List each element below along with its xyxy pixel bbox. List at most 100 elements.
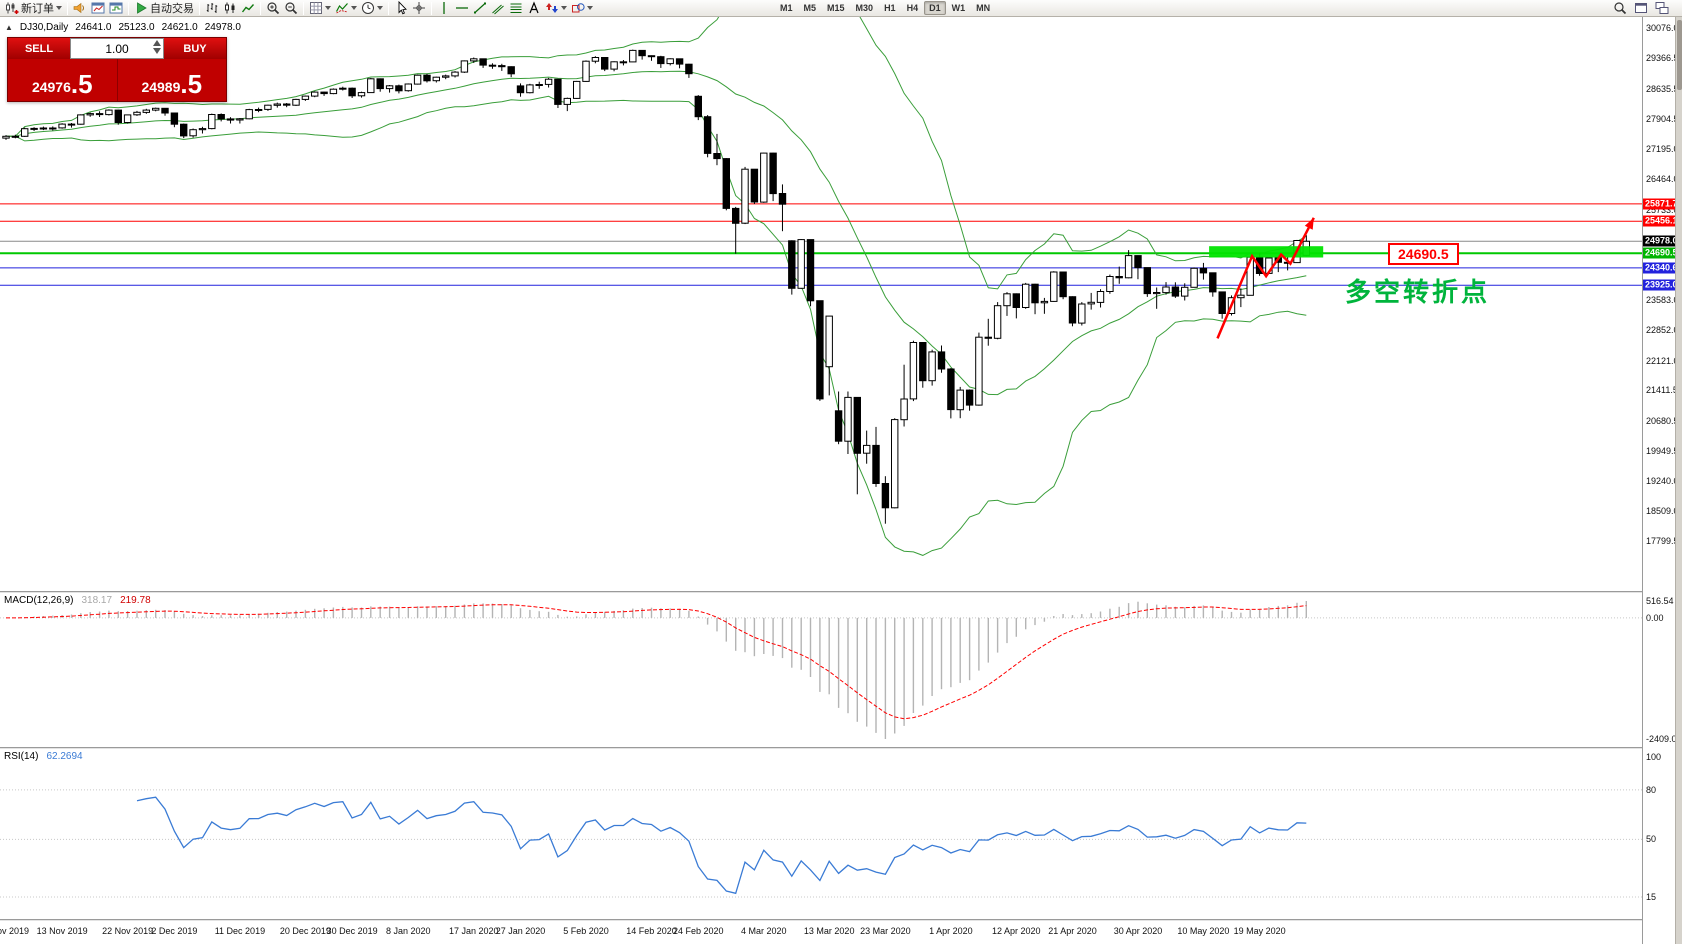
chevron-down-icon <box>56 6 62 10</box>
hline-button[interactable] <box>453 0 471 16</box>
alerts-button[interactable] <box>71 0 89 16</box>
new-window-button[interactable] <box>1632 0 1650 16</box>
timeframe-m1-button[interactable]: M1 <box>780 3 793 13</box>
spin-down-icon[interactable] <box>153 48 161 54</box>
vline-icon <box>437 1 451 15</box>
periods-button[interactable] <box>359 0 385 16</box>
bars-chart-button[interactable] <box>203 0 221 16</box>
trendline-icon <box>473 1 487 15</box>
chart-window-2-button[interactable] <box>107 0 125 16</box>
crosshair-button[interactable] <box>410 0 428 16</box>
collapse-panel-icon[interactable]: ▲ <box>5 23 13 32</box>
price-chart-canvas[interactable] <box>0 17 1642 591</box>
price-axis-label: 30076.0 <box>1646 23 1679 34</box>
scrollbar-thumb[interactable] <box>1677 20 1682 90</box>
date-label: 8 Jan 2020 <box>386 926 431 936</box>
sell-button[interactable]: SELL <box>8 38 70 59</box>
zoom-in-button[interactable] <box>264 0 282 16</box>
rsi-label: RSI(14) 62.2694 <box>4 751 83 762</box>
line-chart-button[interactable] <box>239 0 257 16</box>
cursor-button[interactable] <box>392 0 410 16</box>
sell-price-int: 24976 <box>31 79 71 95</box>
timeframe-mn-button[interactable]: MN <box>976 3 991 13</box>
price-tag: 24978.0 <box>1643 235 1678 247</box>
price-axis-label: 22852.0 <box>1646 325 1679 335</box>
date-label: 4 Mar 2020 <box>741 926 787 936</box>
timeframe-m5-button[interactable]: M5 <box>803 3 817 13</box>
zoom-out-button[interactable] <box>282 0 300 16</box>
buy-button[interactable]: BUY <box>164 38 226 59</box>
date-label: 12 Apr 2020 <box>992 926 1041 936</box>
shapes-icon <box>571 1 585 15</box>
volume-spinner[interactable] <box>153 40 161 54</box>
indicators-button[interactable] <box>333 0 359 16</box>
price-axis[interactable]: 30076.0 29366.5 28635.5 27904.5 27195.0 26464… <box>1642 17 1682 944</box>
volume-field[interactable]: 1.00 <box>70 38 164 59</box>
price-tag: 23925.0 <box>1643 279 1678 291</box>
grid-button[interactable] <box>307 0 333 16</box>
macd-name: MACD(12,26,9) <box>4 595 74 606</box>
timeframe-m30-button[interactable]: M30 <box>855 3 874 13</box>
search-icon <box>1613 1 1627 15</box>
price-tag: 25871.7 <box>1643 198 1678 210</box>
window-list-button[interactable] <box>1653 0 1671 16</box>
text-tool-button[interactable] <box>525 0 543 16</box>
annotation-text-note[interactable]: 多空转折点 <box>1345 277 1491 307</box>
date-label: 11 Dec 2019 <box>214 926 266 936</box>
timeframe-d1-button[interactable]: D1 <box>924 1 946 15</box>
panel-separator[interactable] <box>0 747 1682 749</box>
date-label: 17 Jan 2020 <box>449 926 499 936</box>
trendline-button[interactable] <box>471 0 489 16</box>
date-label: 21 Apr 2020 <box>1048 926 1097 936</box>
price-callout-label[interactable]: 24690.5 <box>1388 243 1459 265</box>
price-axis-label: 15 <box>1646 892 1657 902</box>
date-label: 24 Feb 2020 <box>673 926 724 936</box>
arrows-icon <box>545 1 559 15</box>
zoom-in-icon <box>266 1 280 15</box>
line-chart-icon <box>241 1 255 15</box>
price-axis-label: 50 <box>1646 834 1657 845</box>
arrows-button[interactable] <box>543 0 569 16</box>
new-order-button[interactable]: 新订单 <box>3 0 64 16</box>
buy-price[interactable]: 24989.5 <box>118 59 227 101</box>
shapes-button[interactable] <box>569 0 595 16</box>
new-window-icon <box>1634 1 1648 15</box>
rsi-canvas[interactable] <box>0 749 1642 919</box>
price-axis-label: 516.54 <box>1646 596 1674 606</box>
channel-button[interactable] <box>489 0 507 16</box>
ohlc-open: 24641.0 <box>75 22 112 33</box>
sell-price[interactable]: 24976.5 <box>8 59 117 101</box>
symbol-ohlc-bar: ▲ DJ30,Daily 24641.0 25123.0 24621.0 249… <box>5 22 241 33</box>
timeframe-h4-button[interactable]: H4 <box>906 3 919 13</box>
timeframe-w1-button[interactable]: W1 <box>951 3 966 13</box>
price-axis-label: 19949.5 <box>1646 446 1679 457</box>
macd-canvas[interactable] <box>0 593 1642 747</box>
price-divider <box>116 59 118 101</box>
toolbar-separator <box>260 1 261 15</box>
autotrading-button[interactable]: 自动交易 <box>132 0 196 16</box>
volume-value[interactable]: 1.00 <box>105 41 129 56</box>
timeframe-h1-button[interactable]: H1 <box>884 3 896 13</box>
candles-chart-button[interactable] <box>221 0 239 16</box>
panel-separator[interactable] <box>0 591 1682 593</box>
date-label: 1 Apr 2020 <box>929 926 973 936</box>
macd-label: MACD(12,26,9) 318.17 219.78 <box>4 595 151 606</box>
price-axis-label: 20680.5 <box>1646 415 1679 426</box>
panel-separator[interactable] <box>0 919 1682 921</box>
search-button[interactable] <box>1611 0 1629 16</box>
fibonacci-button[interactable] <box>507 0 525 16</box>
price-axis-label: 27195.0 <box>1646 143 1679 154</box>
price-axis-label: -2409.06 <box>1646 734 1682 744</box>
macd-main-value: 318.17 <box>81 595 113 606</box>
price-axis-label: 17799.5 <box>1646 535 1679 546</box>
timeframe-m15-button[interactable]: M15 <box>827 3 845 13</box>
date-label: 30 Apr 2020 <box>1113 926 1163 936</box>
vline-button[interactable] <box>435 0 453 16</box>
spin-up-icon[interactable] <box>153 40 161 46</box>
chart-window-button[interactable] <box>89 0 107 16</box>
scrollbar[interactable] <box>1675 17 1682 944</box>
window-list-icon <box>1655 1 1669 15</box>
toolbar-separator <box>128 1 129 15</box>
price-axis-label: 28635.5 <box>1646 83 1679 94</box>
